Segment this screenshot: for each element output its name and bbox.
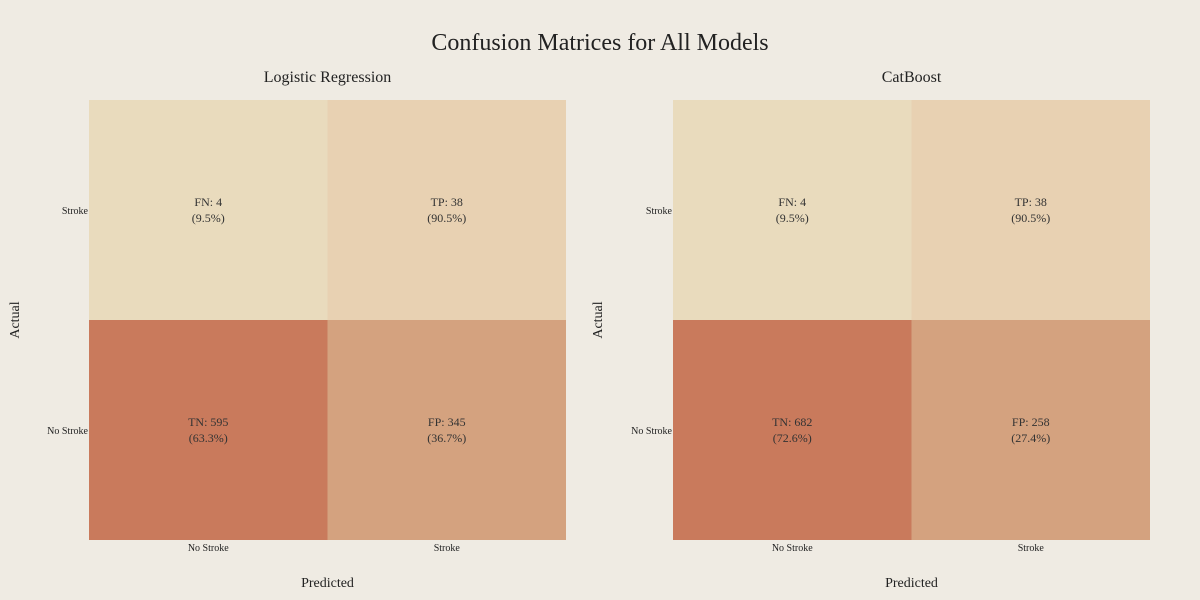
y-axis-title: Actual [8,301,23,338]
x-tick-label: No Stroke [188,543,229,554]
cell-label: TP: 38 [431,195,463,209]
y-tick-label: Stroke [646,206,673,217]
x-axis-title: Predicted [885,576,938,591]
cell-label: FN: 4 [194,195,222,209]
heatmap-panel-2: CatBoost FN: 4 (9.5%) TP: 38 (90.5%) TN: 682 (… [591,69,1150,591]
x-axis-title: Predicted [301,576,354,591]
panel-title: Logistic Regression [264,69,392,86]
figure-title: Confusion Matrices for All Models [431,30,768,56]
x-tick-label: Stroke [1018,543,1045,554]
heatmap-cell-fp [911,320,1150,540]
y-tick-label: Stroke [62,206,89,217]
cell-percent: (36.7%) [427,431,466,445]
cell-percent: (90.5%) [427,211,466,225]
cell-label: FP: 345 [428,415,466,429]
cell-percent: (9.5%) [192,211,225,225]
heatmap-cell-tp [911,100,1150,320]
heatmap-panel-1: Logistic Regression FN: 4 (9.5%) TP: 38 (90.… [8,69,566,591]
y-tick-label: No Stroke [631,426,672,437]
cell-percent: (90.5%) [1011,211,1050,225]
heatmap-cell-tn [673,320,912,540]
cell-label: TN: 595 [188,415,228,429]
x-tick-label: Stroke [434,543,461,554]
cell-label: FP: 258 [1012,415,1050,429]
heatmap-cell-tn [89,320,328,540]
cell-label: TP: 38 [1015,195,1047,209]
panel-title: CatBoost [882,69,942,86]
cell-percent: (63.3%) [189,431,228,445]
cell-label: TN: 682 [772,415,812,429]
cell-percent: (72.6%) [773,431,812,445]
y-axis-title: Actual [591,301,606,338]
cell-percent: (9.5%) [776,211,809,225]
cell-percent: (27.4%) [1011,431,1050,445]
heatmap-cell-fn [89,100,328,320]
heatmap-cell-fp [327,320,566,540]
heatmap-cell-fn [673,100,912,320]
heatmap-cell-tp [327,100,566,320]
x-tick-label: No Stroke [772,543,813,554]
y-tick-label: No Stroke [47,426,88,437]
cell-label: FN: 4 [778,195,806,209]
